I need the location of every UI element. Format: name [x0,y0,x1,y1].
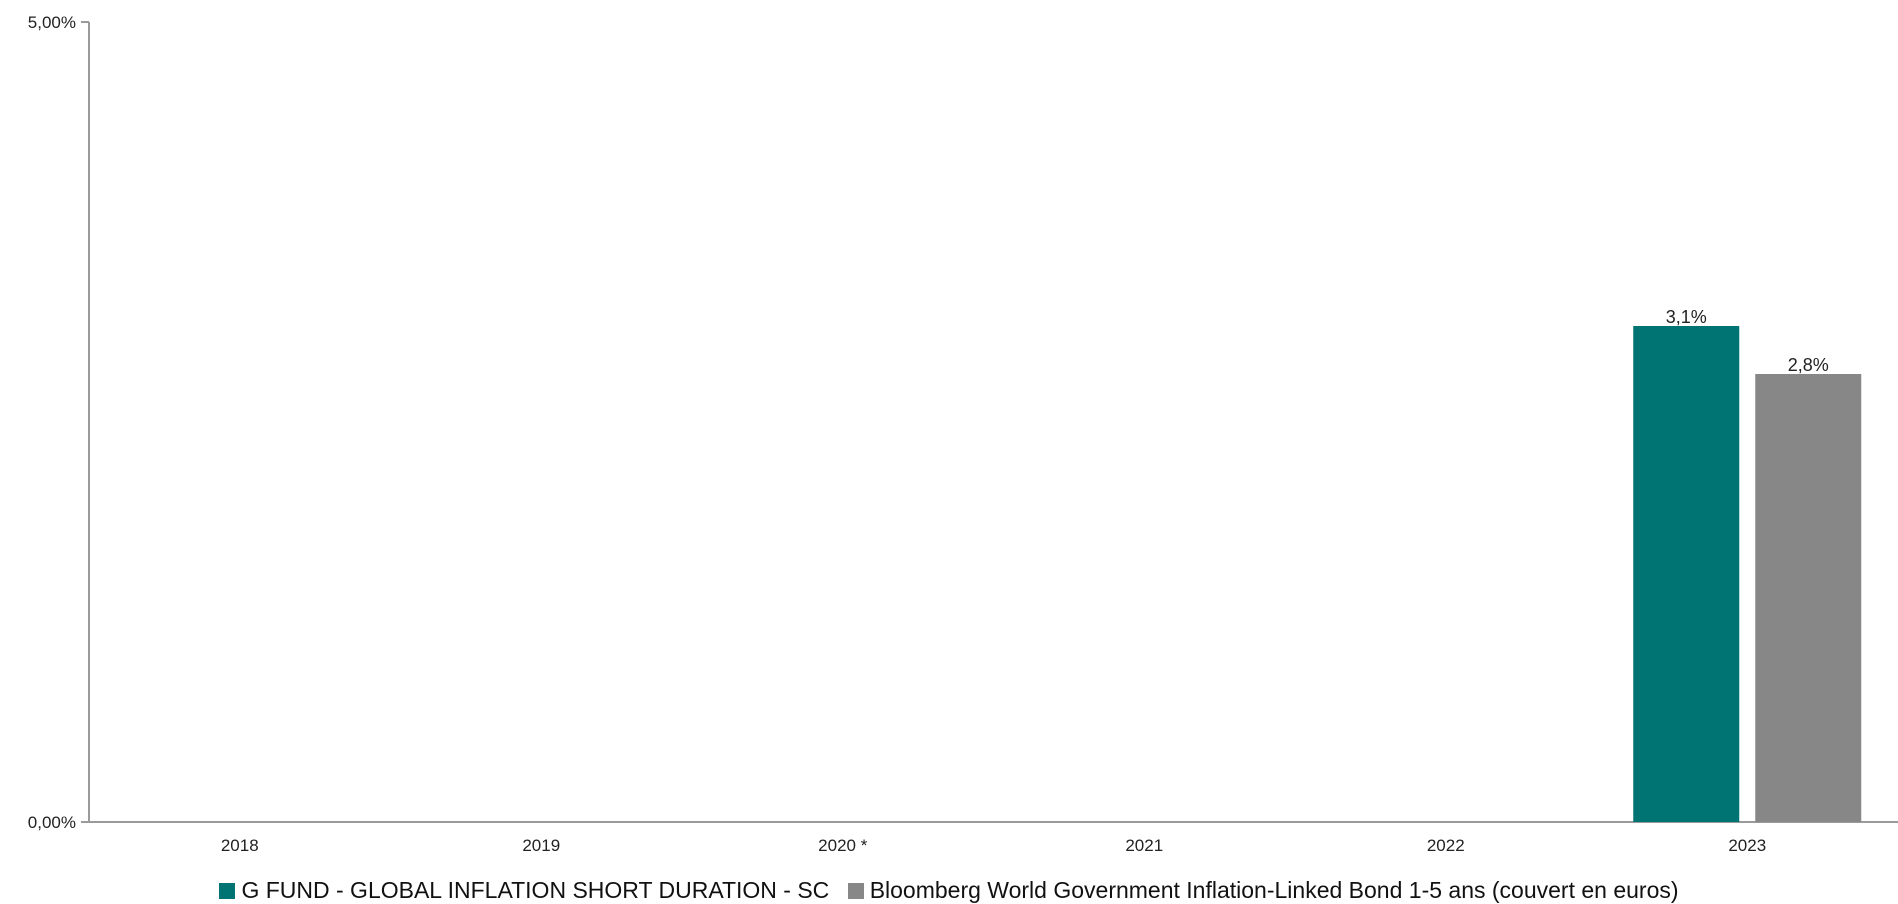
x-tick-label: 2020 * [818,836,868,855]
bar-index-5 [1755,374,1862,822]
x-tick-label: 2021 [1125,836,1163,855]
y-tick-label: 5,00% [28,13,76,32]
bar-fund-5 [1633,326,1740,822]
y-tick-label: 0,00% [28,813,76,832]
legend-label-index: Bloomberg World Government Inflation-Lin… [869,877,1679,903]
data-label-index-5: 2,8% [1788,355,1829,375]
data-labels: 3,1% 2,8% [1666,307,1829,375]
data-label-fund-5: 3,1% [1666,307,1707,327]
x-axis-ticks: 2018 2019 2020 * 2021 2022 2023 [221,836,1766,855]
legend: G FUND - GLOBAL INFLATION SHORT DURATION… [0,877,1898,904]
legend-item-fund: G FUND - GLOBAL INFLATION SHORT DURATION… [219,877,829,904]
legend-label-fund: G FUND - GLOBAL INFLATION SHORT DURATION… [241,877,830,903]
x-tick-label: 2019 [522,836,560,855]
y-axis-ticks: 0,00% 5,00% [28,13,89,832]
x-tick-label: 2022 [1427,836,1465,855]
x-tick-label: 2023 [1728,836,1766,855]
legend-swatch-fund [219,883,236,899]
bars [1633,326,1862,822]
legend-item-index: Bloomberg World Government Inflation-Lin… [847,877,1679,904]
x-tick-label: 2018 [221,836,259,855]
legend-swatch-index [847,883,864,899]
